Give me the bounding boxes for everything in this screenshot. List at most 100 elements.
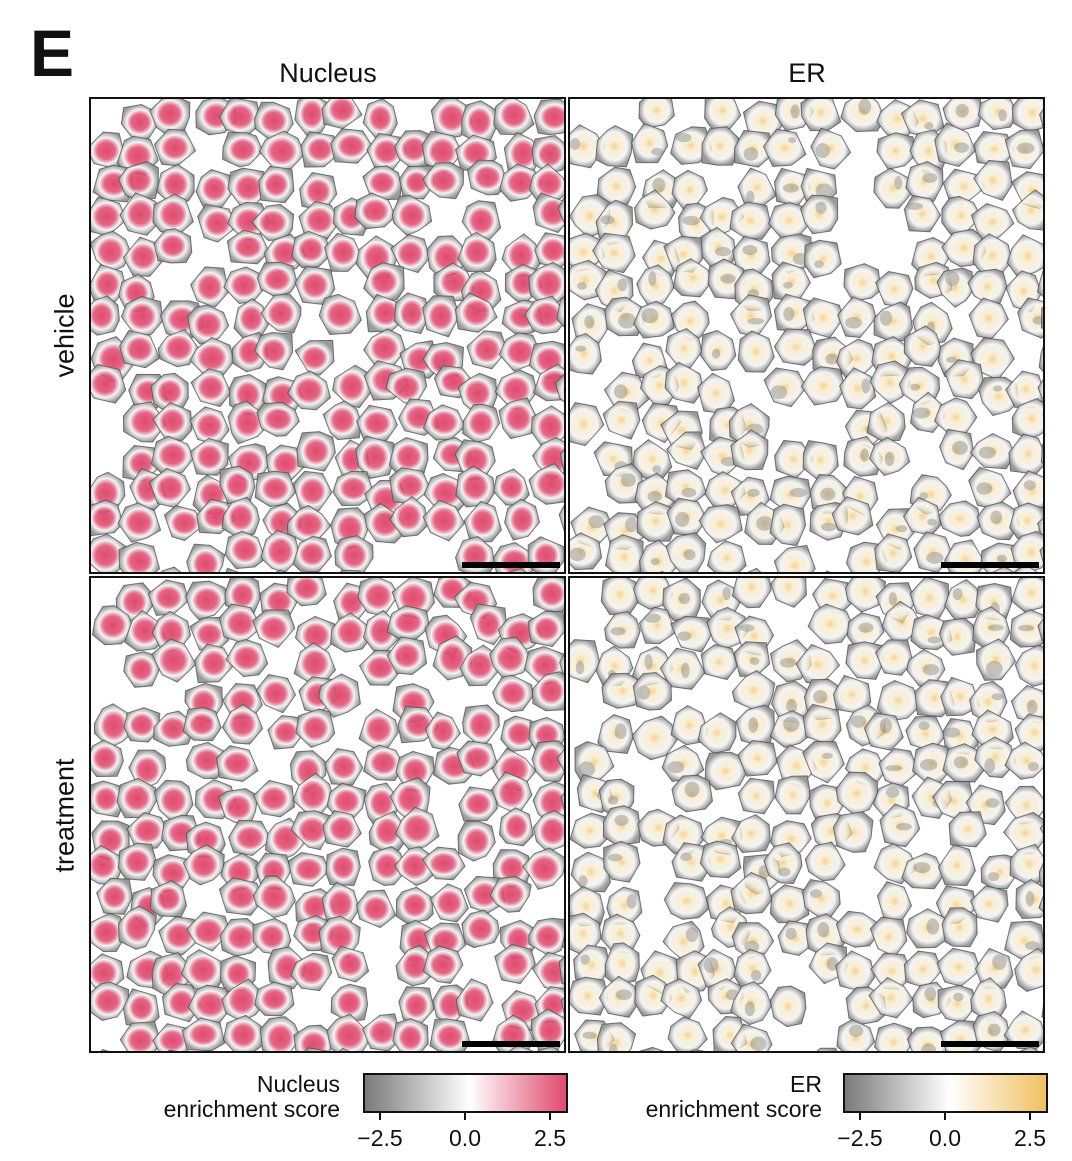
cell <box>331 945 370 983</box>
cell-gray-region <box>792 252 808 265</box>
cell <box>123 707 161 743</box>
cell <box>942 99 983 132</box>
cell <box>318 293 362 336</box>
cell-gray-region <box>789 488 808 498</box>
cell <box>1041 142 1043 147</box>
cell <box>905 908 951 949</box>
cell <box>556 748 564 772</box>
cell <box>800 99 842 132</box>
cell-gray-region <box>652 465 662 474</box>
panel-vehicle-er <box>568 97 1045 574</box>
cell <box>1039 108 1043 129</box>
cell <box>1041 1005 1043 1018</box>
cell <box>1014 563 1038 572</box>
cell-gray-region <box>675 512 690 527</box>
cell <box>689 1049 706 1051</box>
cell <box>330 128 374 164</box>
cell-gray-region <box>681 662 690 679</box>
cell-map <box>91 99 564 572</box>
cell <box>557 196 564 224</box>
colorbar-er <box>843 1073 1048 1113</box>
cell <box>800 366 846 406</box>
cell <box>290 952 333 992</box>
cell-gray-region <box>998 109 1008 122</box>
cell <box>218 877 264 916</box>
cell <box>457 820 496 862</box>
cell <box>969 433 1016 470</box>
cell <box>185 580 230 621</box>
cell <box>532 578 564 614</box>
cell <box>737 740 778 777</box>
cell-gray-region <box>607 795 619 805</box>
colorbar-tick <box>464 1113 466 1120</box>
cell <box>258 165 295 204</box>
cell-gray-region <box>647 490 663 502</box>
cell <box>665 532 707 572</box>
cell-gray-region <box>813 690 828 704</box>
cell-gray-region <box>821 752 833 759</box>
cell-gray-region <box>711 348 721 359</box>
cell <box>1006 234 1043 279</box>
cell <box>421 846 466 881</box>
cell <box>402 1050 404 1051</box>
cell <box>355 435 395 479</box>
cell-gray-region <box>927 636 942 644</box>
cell <box>354 192 397 230</box>
cell <box>1002 811 1043 855</box>
cell <box>91 533 128 572</box>
cell <box>531 134 564 174</box>
cell <box>604 610 641 649</box>
cell <box>602 400 641 440</box>
cell <box>532 192 564 234</box>
cell <box>215 745 259 783</box>
cell-gray-region <box>617 278 628 292</box>
cell <box>494 943 536 985</box>
cell <box>970 885 1009 923</box>
cell <box>570 332 602 375</box>
colorbar-label-line2: enrichment score <box>645 1096 822 1123</box>
cell-gray-region <box>952 440 968 455</box>
cell <box>733 948 772 988</box>
cell-gray-region <box>678 592 691 605</box>
cell <box>570 976 609 1016</box>
cell-gray-region <box>991 693 1004 701</box>
cell <box>221 978 264 1023</box>
cell-gray-region <box>826 956 839 971</box>
cell <box>1010 578 1043 613</box>
cell-gray-region <box>987 872 1000 882</box>
cell <box>802 703 842 746</box>
cell <box>597 714 634 754</box>
cell <box>330 983 369 1022</box>
cell <box>769 709 810 748</box>
cell-gray-region <box>992 954 1007 970</box>
cell <box>321 99 363 130</box>
cell <box>462 403 501 443</box>
cell <box>663 881 710 920</box>
cell <box>275 569 287 572</box>
cell <box>729 201 772 240</box>
cell <box>670 126 713 165</box>
cell <box>554 373 564 403</box>
cell-gray-region <box>945 270 960 287</box>
cell <box>804 239 842 279</box>
cell <box>368 846 407 887</box>
cell <box>531 671 564 712</box>
cell <box>318 673 361 718</box>
cell <box>936 947 981 987</box>
cell <box>873 1022 914 1051</box>
cell-gray-region <box>722 586 731 601</box>
cell <box>936 267 974 308</box>
cell <box>492 674 534 713</box>
cell <box>222 131 264 168</box>
cell <box>876 679 921 722</box>
cell <box>221 703 264 745</box>
cell <box>117 842 157 881</box>
cell <box>843 263 882 302</box>
cell-gray-region <box>924 122 934 130</box>
cell <box>665 431 707 471</box>
cell <box>454 292 498 333</box>
cell-gray-region <box>614 384 628 399</box>
cell <box>992 565 1015 572</box>
cell <box>672 258 714 298</box>
cell <box>1004 741 1043 780</box>
